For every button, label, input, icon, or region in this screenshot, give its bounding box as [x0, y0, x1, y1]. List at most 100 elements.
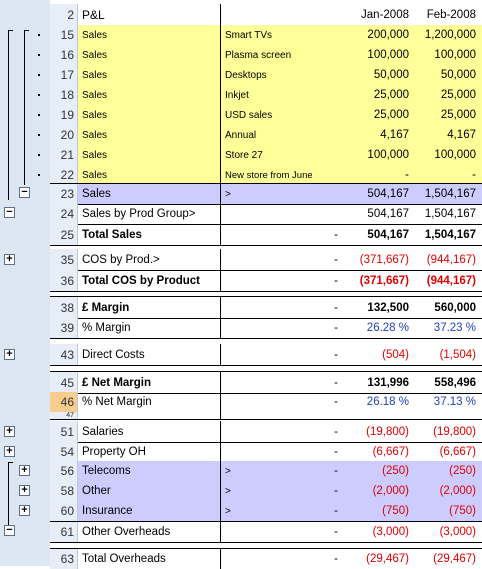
cell-a[interactable]: Property OH: [82, 445, 146, 458]
cell-e[interactable]: (750): [449, 505, 476, 517]
cell-b[interactable]: [220, 249, 312, 270]
cell-a[interactable]: Sales by Prod Group>: [82, 208, 196, 220]
cell-a[interactable]: Sales: [82, 149, 108, 161]
cell-d[interactable]: (6,667): [372, 445, 409, 458]
cell-c[interactable]: -: [334, 253, 338, 266]
cell-d[interactable]: 25,000: [373, 109, 409, 121]
cell-d[interactable]: (250): [382, 465, 409, 477]
cell-a[interactable]: Sales: [82, 169, 108, 181]
cell-e[interactable]: (250): [449, 465, 476, 477]
table-row[interactable]: 23 Sales > 504,167 1,504,167: [50, 183, 482, 205]
table-row[interactable]: 54 Property OH - (6,667) (6,667): [50, 442, 482, 462]
cell-c[interactable]: -: [334, 553, 338, 565]
table-row[interactable]: 24 Sales by Prod Group> 504,167 1,504,16…: [50, 204, 482, 225]
cell-a[interactable]: £ Net Margin: [82, 376, 152, 389]
cell-e[interactable]: 4,167: [447, 129, 476, 141]
expand-group-button[interactable]: +: [19, 505, 30, 516]
table-row[interactable]: 18 Sales Inkjet 25,000 25,000: [50, 85, 482, 106]
cell-d[interactable]: 26.28 %: [366, 321, 409, 334]
cell-a[interactable]: % Net Margin: [82, 396, 152, 408]
cell-b[interactable]: [220, 392, 312, 412]
cell-b[interactable]: [220, 317, 312, 338]
cell-b[interactable]: [220, 270, 312, 291]
cell-d[interactable]: (19,800): [366, 425, 409, 438]
cell-a[interactable]: Telecoms: [82, 465, 131, 477]
table-row[interactable]: 45 £ Net Margin - 131,996 558,496: [50, 371, 482, 394]
cell-c[interactable]: -: [334, 348, 338, 361]
cell-c[interactable]: -: [334, 228, 338, 241]
cell-c[interactable]: [312, 412, 342, 419]
cell-a[interactable]: Total Sales: [82, 228, 142, 241]
cell-b[interactable]: [220, 297, 312, 318]
cell-e[interactable]: (6,667): [439, 445, 476, 458]
cell-d[interactable]: -: [405, 169, 409, 181]
cell-c[interactable]: [312, 184, 342, 204]
cell-a[interactable]: [78, 412, 220, 419]
cell-c[interactable]: -: [334, 465, 338, 477]
cell-e[interactable]: 50,000: [440, 69, 476, 81]
cell-e[interactable]: -: [472, 169, 476, 181]
cell-d[interactable]: (3,000): [372, 526, 409, 538]
cell-b[interactable]: Annual: [220, 125, 312, 145]
cell-d[interactable]: 200,000: [367, 29, 409, 41]
table-row[interactable]: 19 Sales USD sales 25,000 25,000: [50, 105, 482, 126]
cell-b[interactable]: Smart TVs: [220, 25, 312, 45]
cell-a[interactable]: Sales: [82, 89, 108, 101]
table-row[interactable]: 15 Sales Smart TVs 200,000 1,200,000: [50, 25, 482, 46]
cell-a[interactable]: Salaries: [82, 425, 124, 438]
cell-e[interactable]: (19,800): [433, 425, 476, 438]
cell-d[interactable]: (29,467): [366, 553, 409, 565]
cell-a[interactable]: Sales: [82, 69, 108, 81]
cell-d[interactable]: 25,000: [373, 89, 409, 101]
cell-b[interactable]: USD sales: [220, 105, 312, 125]
collapse-group-button[interactable]: −: [4, 207, 15, 218]
cell-c[interactable]: -: [334, 526, 338, 538]
cell-b[interactable]: Desktops: [220, 65, 312, 85]
cell-e[interactable]: 100,000: [434, 149, 476, 161]
cell-c[interactable]: -: [334, 425, 338, 438]
expand-group-button[interactable]: +: [4, 254, 15, 265]
cell-a[interactable]: Insurance: [82, 505, 133, 517]
table-row[interactable]: 60 Insurance > - (750) (750): [50, 501, 482, 522]
cell-b[interactable]: >: [220, 481, 312, 501]
cell-e[interactable]: 560,000: [434, 301, 476, 314]
cell-c[interactable]: [312, 165, 342, 185]
cell-b[interactable]: New store from June: [220, 165, 312, 185]
cell-d[interactable]: (504): [382, 348, 409, 361]
cell-e[interactable]: 37.13 %: [433, 396, 476, 408]
cell-a[interactable]: Total COS by Product: [82, 274, 200, 287]
cell-c[interactable]: [312, 65, 342, 85]
table-row[interactable]: 20 Sales Annual 4,167 4,167: [50, 125, 482, 146]
cell-e[interactable]: 1,504,167: [424, 208, 476, 220]
table-row[interactable]: 46 % Net Margin - 26.18 % 37.13 %: [50, 392, 482, 412]
cell-c[interactable]: [312, 25, 342, 45]
cell-b[interactable]: Plasma screen: [220, 45, 312, 65]
cell-d[interactable]: [342, 412, 412, 419]
cell-e[interactable]: (29,467): [433, 553, 476, 565]
table-row[interactable]: 61 Other Overheads - (3,000) (3,000): [50, 522, 482, 543]
cell-b[interactable]: [220, 344, 312, 365]
cell-e[interactable]: 25,000: [440, 109, 476, 121]
table-row[interactable]: 21 Sales Store 27 100,000 100,000: [50, 145, 482, 166]
cell-a[interactable]: Direct Costs: [82, 348, 145, 361]
cell-e[interactable]: 37.23 %: [433, 321, 476, 334]
cell-e[interactable]: 558,496: [434, 376, 476, 389]
cell-b[interactable]: Store 27: [220, 145, 312, 165]
cell-c[interactable]: [312, 45, 342, 65]
cell-e[interactable]: 1,200,000: [424, 29, 476, 41]
expand-group-button[interactable]: +: [4, 446, 15, 457]
table-row[interactable]: 25 Total Sales - 504,167 1,504,167: [50, 224, 482, 246]
table-row[interactable]: 51 Salaries - (19,800) (19,800): [50, 421, 482, 443]
cell-c[interactable]: -: [334, 274, 338, 287]
table-row[interactable]: 16 Sales Plasma screen 100,000 100,000: [50, 45, 482, 66]
cell-d[interactable]: 504,167: [367, 208, 409, 220]
table-row[interactable]: 35 COS by Prod.> - (371,667) (944,167): [50, 249, 482, 271]
cell-b[interactable]: [220, 549, 312, 569]
cell-c[interactable]: [312, 85, 342, 105]
cell-b[interactable]: >: [220, 501, 312, 521]
cell-b[interactable]: [220, 421, 312, 442]
cell-c[interactable]: -: [334, 301, 338, 314]
cell-e[interactable]: (1,504): [439, 348, 476, 361]
cell-e[interactable]: 1,504,167: [424, 188, 476, 200]
cell-e[interactable]: (2,000): [439, 485, 476, 497]
